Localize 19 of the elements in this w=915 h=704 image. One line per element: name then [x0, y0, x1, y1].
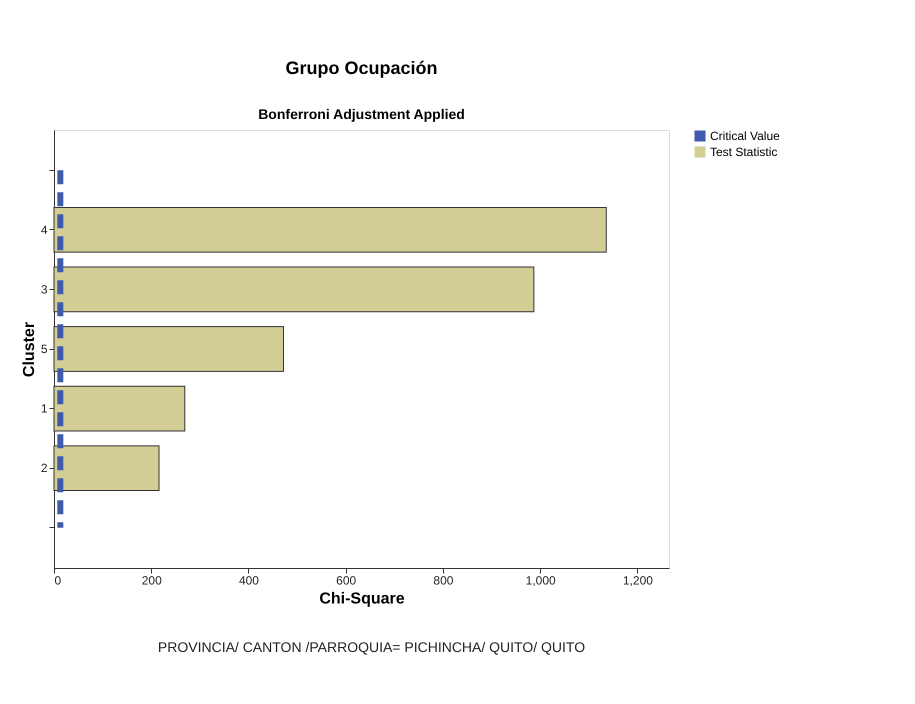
x-tick-label: 0 [54, 574, 62, 588]
x-tick-label: 200 [142, 574, 162, 588]
y-tick-label: 1 [40, 402, 48, 416]
y-tick-label: 5 [40, 342, 48, 356]
y-tick-label: 4 [40, 222, 48, 237]
legend-label: Test Statistic [710, 145, 778, 159]
y-tick-label: 3 [40, 282, 48, 296]
x-tick-label: 1,000 [526, 574, 556, 588]
chart-title: Grupo Ocupación [285, 58, 438, 78]
x-tick-label: 400 [238, 574, 260, 588]
chart-subtitle: Bonferroni Adjustment Applied [258, 106, 465, 122]
y-axis-title: Cluster [20, 322, 38, 378]
y-tick-label: 2 [40, 461, 48, 476]
x-axis-title: Chi-Square [319, 590, 405, 608]
text: PROVINCIA/ CANTON /PARROQUIA= PICHINCHA/ QUITO/ QUITO [158, 639, 586, 655]
legend-label: Critical Value [710, 129, 780, 143]
x-tick-label: 800 [433, 574, 454, 588]
x-tick-label: 600 [336, 574, 357, 588]
x-tick-label: 1,200 [622, 574, 654, 588]
